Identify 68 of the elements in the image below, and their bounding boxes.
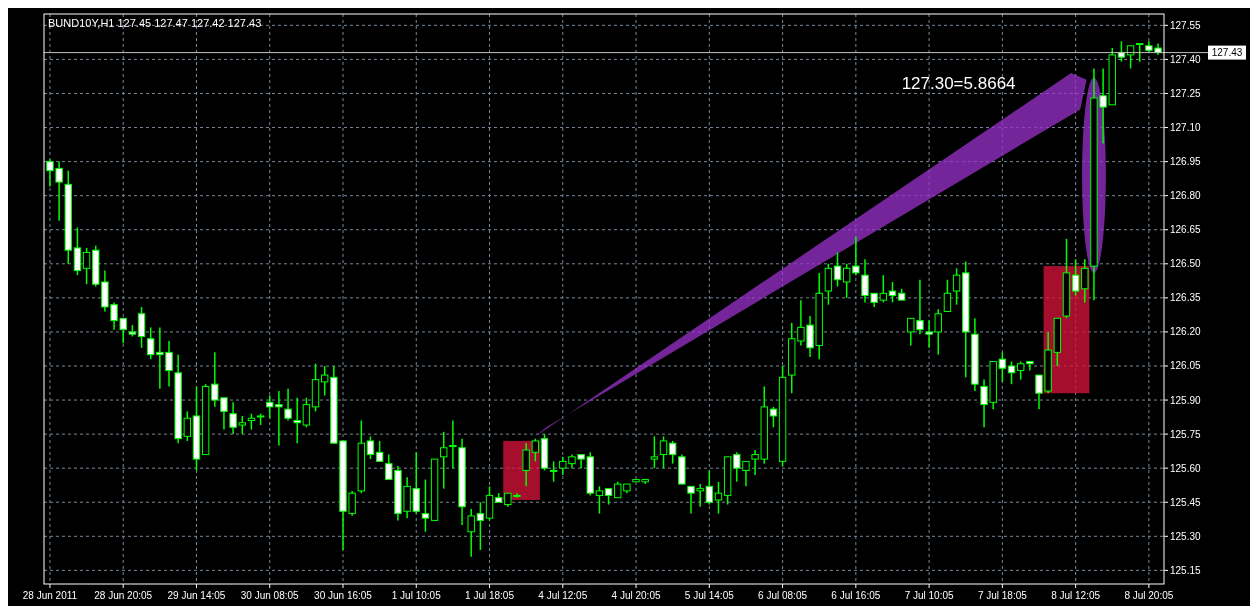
candlestick [440,431,448,490]
y-tick-label: 125.15 [1170,564,1202,576]
candlestick [284,387,292,422]
ref-line-label: 127.43 [1211,47,1243,59]
candlestick [366,435,375,460]
y-tick-label: 125.75 [1170,428,1202,440]
candlestick [824,263,833,306]
candlestick [952,267,961,306]
x-tick-label: 6 Jul 16:05 [831,590,881,601]
candlestick [650,435,659,469]
candlestick [293,397,301,444]
candlestick [421,478,430,533]
x-tick-label: 7 Jul 18:05 [977,590,1028,601]
x-tick-label: 28 Jun 20:05 [94,590,153,601]
candlestick [1007,360,1016,385]
y-tick-label: 127.40 [1170,53,1202,65]
y-tick-label: 127.25 [1170,87,1202,99]
y-tick-label: 127.55 [1170,19,1202,31]
candlestick [1126,45,1135,70]
candlestick [137,306,146,349]
candlestick [302,397,311,429]
candlestick [998,351,1007,383]
candlestick [549,460,558,483]
x-tick-label: 30 Jun 16:05 [314,590,373,601]
candlestick [943,278,952,313]
y-tick-label: 126.05 [1170,360,1202,372]
candlestick [833,251,842,288]
candlestick [595,485,604,515]
candlestick [1071,258,1080,297]
candlestick [659,435,668,469]
candlestick [1136,42,1144,63]
chart-title: BUND10Y,H1 127.45 127.47 127.42 127.43 [48,17,262,29]
candlestick [1081,258,1089,304]
y-tick-label: 125.60 [1170,462,1202,474]
y-tick-label: 125.45 [1170,496,1202,508]
x-tick-label: 7 Jul 10:05 [904,590,954,601]
y-tick-label: 126.80 [1170,190,1202,202]
x-tick-label: 30 Jun 08:05 [240,590,300,601]
candlestick [485,485,494,522]
candlestick [769,406,778,429]
annotation: 127.30=5.8664 [901,74,1016,94]
y-tick-label: 126.50 [1170,258,1202,270]
candlestick [888,281,897,304]
candlestick [467,508,475,558]
candlestick [476,501,485,551]
x-tick-label: 5 Jul 14:05 [684,590,735,601]
candlestick [73,226,82,276]
x-tick-label: 8 Jul 12:05 [1051,590,1101,601]
x-tick-label: 6 Jul 08:05 [758,590,808,601]
x-tick-label: 1 Jul 10:05 [391,590,442,601]
x-tick-label: 4 Jul 20:05 [611,590,661,601]
x-tick-label: 29 Jun 14:05 [167,590,226,601]
candlestick [668,440,677,465]
candlestick [375,440,384,463]
candlestick [449,419,457,469]
x-tick-label: 8 Jul 20:05 [1124,590,1174,601]
y-tick-label: 125.30 [1170,530,1202,542]
y-tick-label: 127.10 [1170,122,1202,134]
candlestick [82,247,91,285]
candlestick [714,481,723,515]
x-tick-label: 28 Jun 2011 [22,590,78,601]
y-tick-label: 126.95 [1170,156,1202,168]
y-tick-label: 126.20 [1170,326,1202,338]
y-tick-label: 126.35 [1170,292,1202,304]
y-tick-label: 126.65 [1170,224,1202,236]
x-tick-label: 4 Jul 12:05 [538,590,588,601]
y-tick-label: 125.90 [1170,394,1202,406]
x-tick-label: 1 Jul 18:05 [465,590,515,601]
